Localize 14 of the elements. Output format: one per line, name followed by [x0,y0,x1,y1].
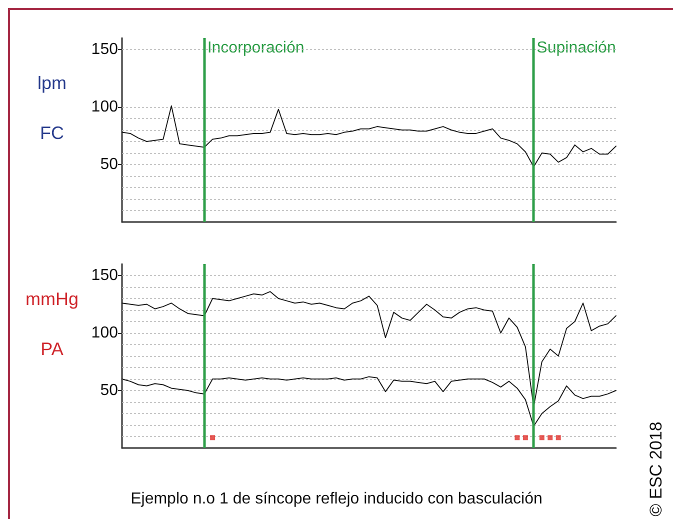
annotation: Supinación [536,40,616,56]
line-series [122,376,616,427]
line-series [122,105,616,168]
y-tick-label: 100 [91,324,118,342]
y-tick-label: 50 [100,156,118,173]
text: mmHg PA [26,289,78,359]
annotation: Incorporación [207,40,304,56]
y-tick-label: 150 [91,41,118,58]
y-tick-label: 50 [100,382,118,399]
text: lpm FC [37,73,67,143]
text: © ESC 2018 [646,422,666,516]
y-tick-label: 150 [91,267,118,284]
y-tick-label: 100 [91,98,118,116]
text: Ejemplo n.o 1 de síncope reflejo inducido con basculación [130,490,542,508]
